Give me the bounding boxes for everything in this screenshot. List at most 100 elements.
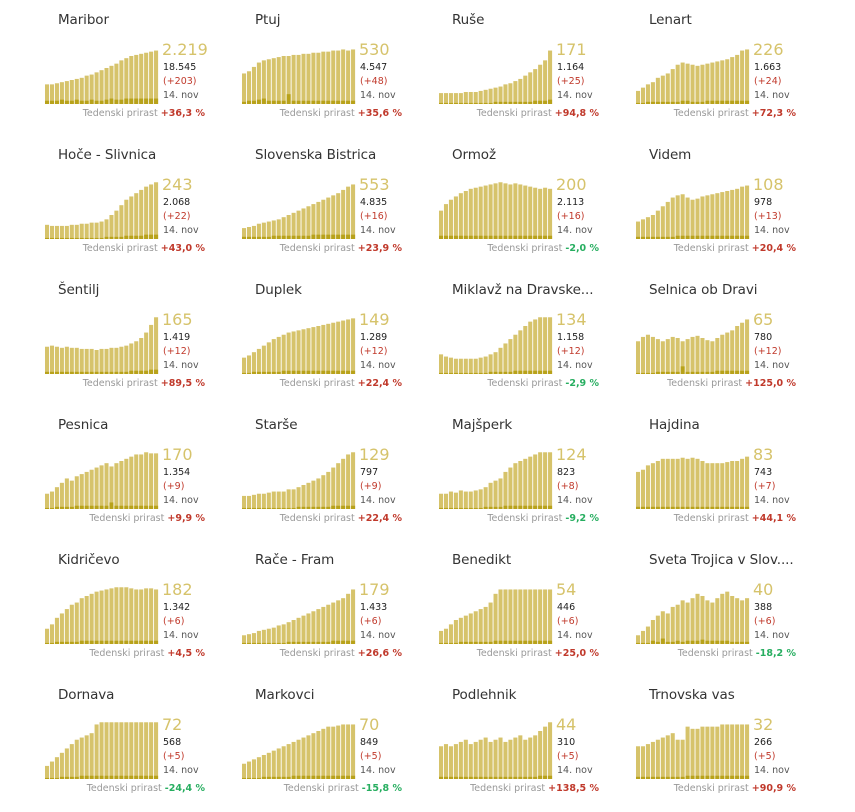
active-cases-value: 226 (753, 40, 784, 59)
daily-bar (94, 640, 99, 644)
daily-bar (690, 101, 695, 104)
cumulative-bar (665, 735, 670, 779)
daily-bar (301, 100, 306, 104)
daily-bar (64, 371, 69, 374)
daily-bar (478, 641, 483, 644)
daily-bar (301, 506, 306, 509)
cumulative-bar (124, 587, 129, 644)
cumulative-bar (523, 185, 528, 239)
weekly-growth-label: Tedenski prirast (476, 108, 555, 119)
cumulative-bar (720, 724, 725, 779)
daily-bar (321, 506, 326, 509)
cumulative-bar (154, 722, 159, 779)
cumulative-bar (281, 334, 286, 374)
daily-bar (286, 507, 291, 509)
cumulative-bar (483, 185, 488, 239)
total-cases-value: 2.113 (557, 197, 585, 208)
daily-bar (636, 372, 641, 374)
date-label: 14. nov (163, 360, 199, 371)
daily-bar (645, 642, 650, 644)
daily-bar (528, 776, 533, 779)
daily-bar (114, 99, 119, 104)
cumulative-bar (685, 197, 690, 239)
cumulative-bar (94, 350, 99, 374)
daily-bar (54, 100, 59, 104)
daily-bar (523, 101, 528, 104)
daily-bar (341, 505, 346, 509)
sparkline-chart (45, 722, 159, 779)
cumulative-bar (745, 319, 750, 374)
daily-bar (740, 641, 745, 644)
weekly-growth: Tedenski prirast +44,1 % (674, 513, 796, 524)
cumulative-bar (636, 635, 641, 644)
cumulative-bar (685, 339, 690, 374)
daily-bar (276, 642, 281, 644)
cumulative-bar (129, 196, 134, 239)
cumulative-bar (533, 69, 538, 104)
daily-bar (69, 100, 74, 104)
cumulative-bar (256, 348, 261, 374)
daily-bar (89, 505, 94, 509)
daily-bar (291, 100, 296, 104)
daily-bar (296, 775, 301, 779)
daily-bar (79, 640, 84, 644)
weekly-growth-label: Tedenski prirast (470, 783, 549, 794)
daily-bar (735, 641, 740, 644)
daily-bar (246, 372, 252, 374)
daily-bar (645, 101, 650, 104)
daily-bar (99, 100, 104, 104)
daily-bar (311, 775, 316, 779)
daily-bar (134, 370, 139, 374)
cumulative-bar (735, 461, 740, 509)
daily-bar (439, 372, 444, 374)
cumulative-bar (246, 355, 252, 374)
date-label: 14. nov (163, 765, 199, 776)
daily-bar (119, 640, 124, 644)
daily-bar (730, 641, 735, 644)
cumulative-bar (695, 198, 700, 239)
daily-bar (503, 776, 508, 779)
cumulative-bar (341, 724, 346, 779)
daily-bar (74, 371, 79, 374)
active-cases-value: 553 (359, 175, 390, 194)
daily-bar (139, 98, 144, 104)
cumulative-bar (493, 480, 498, 509)
daily-bar (473, 641, 478, 644)
daily-bar (680, 366, 685, 374)
cumulative-bar (49, 345, 55, 374)
weekly-growth-value: +20,4 % (751, 243, 796, 254)
cumulative-bar (286, 622, 291, 644)
daily-bar (144, 775, 149, 779)
cumulative-bar (124, 722, 129, 779)
daily-bar (94, 237, 99, 239)
cumulative-bar (498, 737, 503, 779)
cumulative-bar (735, 188, 740, 239)
daily-bar (301, 235, 306, 239)
cumulative-bar (685, 63, 690, 104)
daily-bar (49, 642, 55, 644)
sparkline-chart (439, 589, 553, 644)
daily-bar (59, 237, 64, 239)
daily-bar (45, 371, 50, 374)
daily-bar (306, 100, 311, 104)
daily-bar (276, 776, 281, 779)
cumulative-bar (306, 482, 311, 509)
daily-bar (306, 775, 311, 779)
daily-bar (498, 101, 503, 104)
cumulative-bar (149, 453, 154, 509)
cumulative-bar (45, 765, 50, 779)
daily-bar (725, 100, 730, 104)
cumulative-bar (636, 341, 641, 374)
cumulative-bar (271, 58, 276, 104)
cumulative-bar (735, 54, 740, 104)
cumulative-bar (740, 724, 745, 779)
daily-bar (346, 640, 351, 644)
daily-bar (468, 102, 473, 104)
daily-bar (281, 370, 286, 374)
municipality-name: Markovci (255, 687, 315, 703)
municipality-name: Starše (255, 417, 298, 433)
cumulative-bar (59, 347, 64, 374)
daily-bar (45, 777, 50, 779)
cumulative-bar (720, 334, 725, 374)
cumulative-bar (89, 74, 94, 104)
